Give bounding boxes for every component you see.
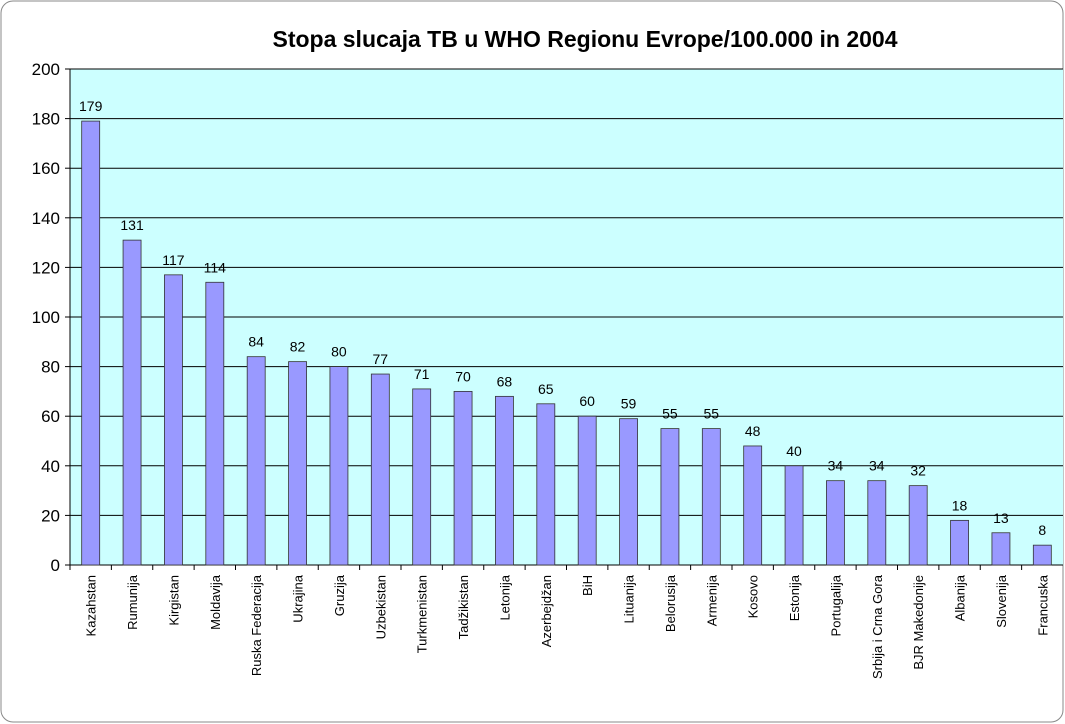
x-tick-label: Gruzija <box>332 574 347 616</box>
bar <box>536 403 556 566</box>
y-tick-label: 180 <box>32 110 60 129</box>
data-label: 114 <box>204 259 227 275</box>
data-label: 40 <box>786 443 802 459</box>
chart-title: Stopa slucaja TB u WHO Regionu Evrope/10… <box>272 26 897 52</box>
bar <box>619 418 638 566</box>
y-tick-label: 200 <box>32 60 60 79</box>
x-tick-label: BJR Makedonije <box>911 575 926 670</box>
x-tick-label: Kosovo <box>746 575 761 618</box>
y-tick-label: 40 <box>41 457 60 476</box>
bar <box>577 415 597 566</box>
x-tick-label: Moldavija <box>208 574 223 630</box>
bar <box>246 356 266 566</box>
x-tick-label: Uzbekistan <box>373 575 388 639</box>
x-tick-label: Armenija <box>704 574 719 626</box>
x-tick-label: Ukrajina <box>291 574 306 622</box>
data-label: 84 <box>248 334 264 350</box>
x-tick-label: Estonija <box>787 574 802 621</box>
data-label: 77 <box>373 351 389 367</box>
bar <box>950 519 969 566</box>
x-tick-label: Slovenija <box>994 574 1009 628</box>
x-tick-label: Ruska Federacija <box>249 574 264 676</box>
x-tick-label: Turkmenistan <box>415 575 430 653</box>
bar <box>784 465 804 566</box>
y-tick-label: 60 <box>41 407 60 426</box>
bar <box>288 361 307 566</box>
y-tick-label: 20 <box>41 506 60 525</box>
x-tick-label: Portugalija <box>828 574 843 636</box>
data-label: 13 <box>993 510 1009 526</box>
y-tick-label: 100 <box>32 308 60 327</box>
x-tick-label: Kirgistan <box>166 575 181 626</box>
x-tick-label: Lituanija <box>622 574 637 623</box>
data-label: 80 <box>331 344 347 360</box>
bar <box>908 485 928 566</box>
bar <box>826 480 845 566</box>
data-label: 65 <box>538 381 554 397</box>
y-tick-label: 0 <box>51 556 60 575</box>
data-label: 70 <box>455 368 471 384</box>
x-tick-label: Tadžikistan <box>456 575 471 639</box>
data-label: 179 <box>79 98 103 114</box>
bar <box>453 390 473 566</box>
data-label: 117 <box>162 252 185 268</box>
data-label: 55 <box>704 406 720 422</box>
bar <box>164 274 183 566</box>
data-label: 34 <box>869 458 885 474</box>
bar <box>122 239 142 566</box>
data-label: 34 <box>828 458 844 474</box>
x-tick-label: Letonija <box>497 574 512 620</box>
y-tick-label: 80 <box>41 358 60 377</box>
bar <box>412 388 432 566</box>
y-tick-label: 160 <box>32 159 60 178</box>
bar <box>495 395 514 566</box>
x-tick-label: Azerbejdžan <box>539 575 554 647</box>
data-label: 8 <box>1038 522 1046 538</box>
data-label: 18 <box>952 497 968 513</box>
bar <box>743 445 763 566</box>
data-label: 60 <box>579 393 595 409</box>
data-label: 32 <box>910 463 926 479</box>
data-label: 131 <box>120 217 144 233</box>
data-label: 68 <box>497 373 513 389</box>
x-tick-label: Albanija <box>953 574 968 621</box>
x-tick-label: Kazahstan <box>84 575 99 636</box>
data-label: 59 <box>621 396 637 412</box>
data-label: 82 <box>290 339 306 355</box>
data-label: 71 <box>414 366 430 382</box>
x-tick-label: Francuska <box>1035 574 1050 635</box>
bar <box>991 532 1011 566</box>
bar <box>205 281 225 566</box>
bar <box>329 366 349 566</box>
bar <box>370 373 390 566</box>
y-tick-label: 140 <box>32 209 60 228</box>
data-label: 55 <box>662 406 678 422</box>
x-tick-label: Rumunija <box>125 574 140 630</box>
x-tick-label: Belorusija <box>663 574 678 632</box>
bar <box>660 428 680 566</box>
bar <box>701 428 721 566</box>
x-tick-label: Srbija i Crna Gora <box>870 574 885 679</box>
bar <box>81 120 101 566</box>
y-tick-label: 120 <box>32 258 60 277</box>
data-label: 48 <box>745 423 761 439</box>
bar <box>1032 544 1052 566</box>
bar <box>867 480 887 566</box>
x-tick-label: BiH <box>580 575 595 596</box>
